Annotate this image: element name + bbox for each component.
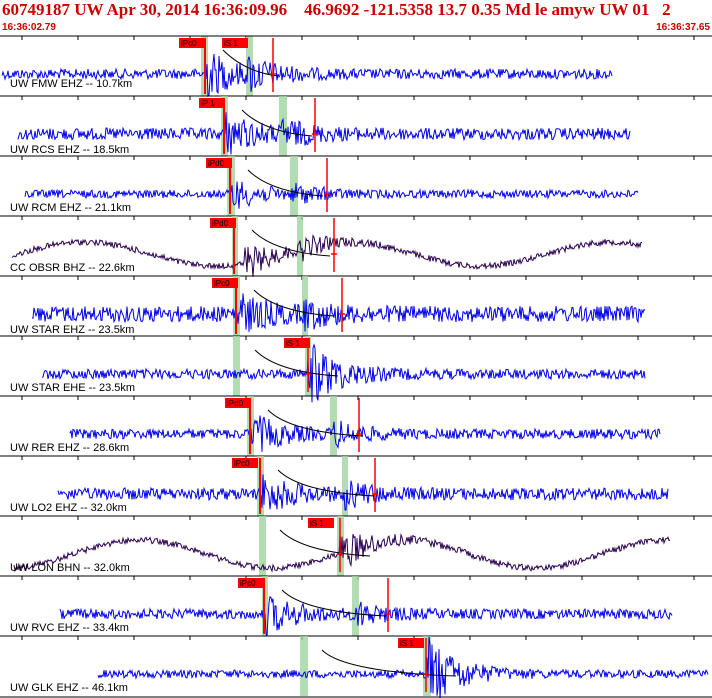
travel-curve [267,409,364,437]
travel-curve [277,469,376,497]
station-label: UW RCM EHZ -- 21.1km [10,202,131,214]
waveform [59,595,673,636]
waveform [17,112,631,155]
p-pick-flag [232,458,258,468]
station-label: UW LON BHN -- 32.0km [10,562,130,574]
event-title: 60749187 UW Apr 30, 2014 16:36:09.96 46.… [2,0,671,19]
p-pick-flag [199,98,225,108]
p-pick-label: iPd0 [212,219,229,228]
s-pick-flag [222,38,248,48]
s-pick-label: iS 1 [286,339,300,348]
waveform [97,636,709,698]
p-window [259,516,266,576]
p-pick-label: iPc0 [234,459,250,468]
s-pick-label: iS 1 [400,639,414,648]
station-label: UW LO2 EHZ -- 32.0km [10,502,127,514]
travel-curve [254,349,339,377]
s-pick-flag [308,518,334,528]
p-pick-flag [206,158,232,168]
s-pick-flag [284,338,310,348]
waveform [1,53,613,98]
header: 60749187 UW Apr 30, 2014 16:36:09.96 46.… [0,0,712,36]
travel-curve [241,109,313,137]
station-label: UW FMW EHZ -- 10.7km [10,78,132,90]
p-pick-flag [210,218,236,228]
s-window [246,36,253,96]
time-end-label: 16:36:37.65 [656,22,710,33]
time-start-label: 16:36:02.79 [2,22,56,33]
travel-curve [247,169,324,197]
p-pick-flag [179,38,205,48]
waveform [24,181,639,209]
travel-curve [251,229,331,257]
waveform [41,343,646,403]
s-pick-flag [398,638,424,648]
travel-curve [279,529,371,557]
waveform [57,474,669,511]
s-pick-label: iS 1 [310,519,324,528]
travel-curve [253,289,335,317]
s-window [342,456,348,516]
p-pick-label: iP 1 [201,99,215,108]
station-label: UW RVC EHZ -- 33.4km [10,622,129,634]
p-pick-flag [225,398,251,408]
s-window [302,276,308,336]
waveform [69,415,661,452]
p-pick-flag [238,578,264,588]
s-window [290,156,298,216]
p-window [300,636,308,696]
p-pick-label: iPc0 [240,579,256,588]
travel-curve [281,589,387,617]
p-pick-label: iPc0 [214,279,230,288]
station-label: UW STAR EHZ -- 23.5km [10,324,134,336]
station-label: UW STAR EHE -- 23.5km [10,382,135,394]
waveform [31,293,646,332]
p-pick-label: iPd0 [227,399,244,408]
waveform [13,532,671,573]
waveform [11,234,642,277]
p-pick-flag [212,278,238,288]
p-pick-label: iPd0 [208,159,225,168]
s-pick-label: iS 1 [224,39,238,48]
p-pick-label: iPc0 [181,39,197,48]
s-window [297,216,303,276]
station-label: UW GLK EHZ -- 46.1km [10,682,128,694]
station-label: UW RER EHZ -- 28.6km [10,442,129,454]
travel-curve [321,649,457,677]
station-label: CC OBSR BHZ -- 22.6km [10,262,135,274]
s-window [352,576,359,636]
station-label: UW RCS EHZ -- 18.5km [10,144,129,156]
p-window [233,336,240,396]
